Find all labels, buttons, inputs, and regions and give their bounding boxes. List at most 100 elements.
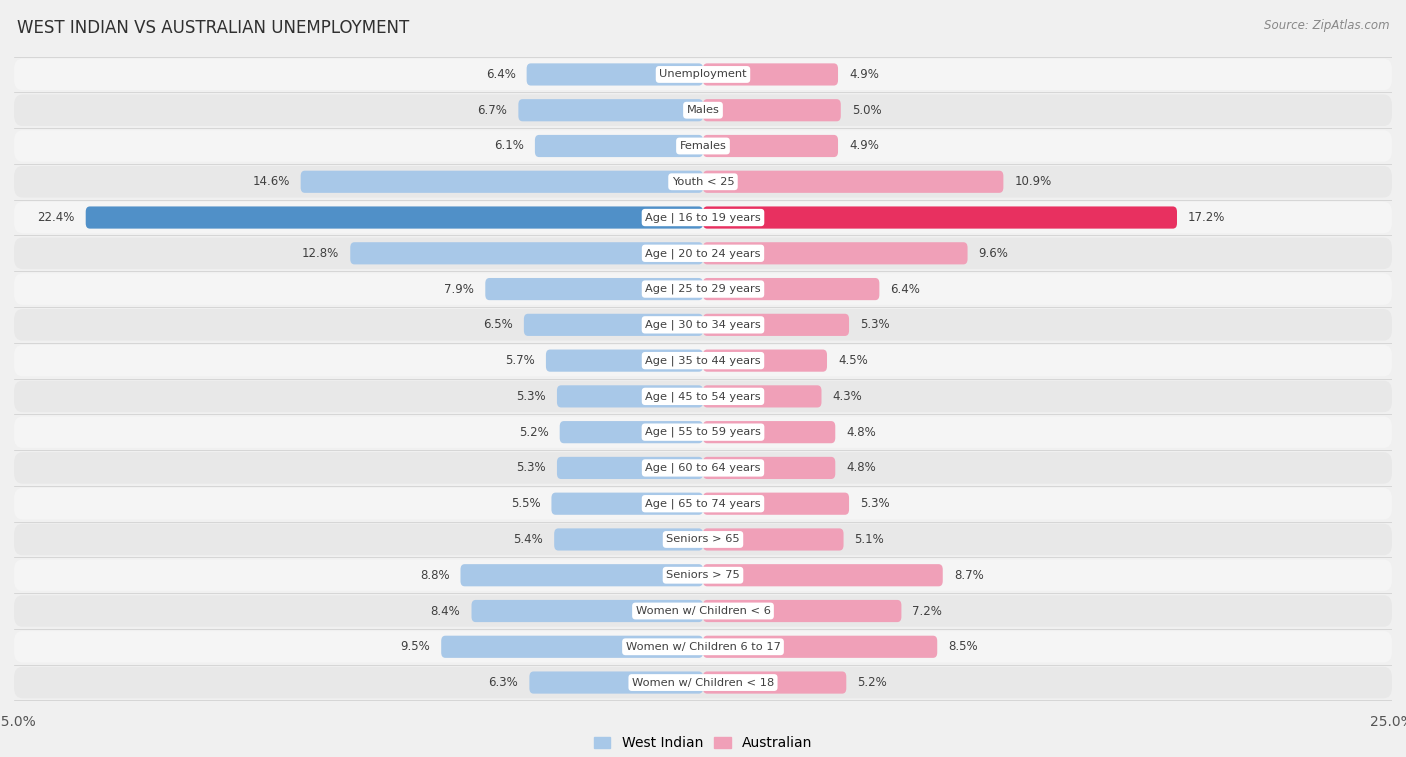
FancyBboxPatch shape [14, 309, 1392, 341]
Text: Age | 45 to 54 years: Age | 45 to 54 years [645, 391, 761, 402]
FancyBboxPatch shape [703, 207, 1177, 229]
Text: Seniors > 75: Seniors > 75 [666, 570, 740, 580]
FancyBboxPatch shape [703, 385, 821, 407]
FancyBboxPatch shape [703, 421, 835, 444]
Text: 5.3%: 5.3% [516, 462, 546, 475]
Text: Age | 25 to 29 years: Age | 25 to 29 years [645, 284, 761, 294]
FancyBboxPatch shape [14, 667, 1392, 698]
FancyBboxPatch shape [530, 671, 703, 693]
FancyBboxPatch shape [703, 170, 1004, 193]
Text: Age | 20 to 24 years: Age | 20 to 24 years [645, 248, 761, 259]
Text: 22.4%: 22.4% [38, 211, 75, 224]
FancyBboxPatch shape [557, 385, 703, 407]
FancyBboxPatch shape [703, 528, 844, 550]
Text: 5.3%: 5.3% [860, 497, 890, 510]
FancyBboxPatch shape [703, 636, 938, 658]
FancyBboxPatch shape [14, 381, 1392, 412]
Text: 7.2%: 7.2% [912, 605, 942, 618]
Text: 10.9%: 10.9% [1014, 176, 1052, 188]
FancyBboxPatch shape [703, 600, 901, 622]
FancyBboxPatch shape [14, 130, 1392, 162]
FancyBboxPatch shape [14, 59, 1392, 90]
Text: Age | 65 to 74 years: Age | 65 to 74 years [645, 498, 761, 509]
FancyBboxPatch shape [546, 350, 703, 372]
FancyBboxPatch shape [350, 242, 703, 264]
Text: Source: ZipAtlas.com: Source: ZipAtlas.com [1264, 19, 1389, 32]
Text: Males: Males [686, 105, 720, 115]
Text: Females: Females [679, 141, 727, 151]
FancyBboxPatch shape [703, 456, 835, 479]
FancyBboxPatch shape [86, 207, 703, 229]
FancyBboxPatch shape [703, 671, 846, 693]
FancyBboxPatch shape [524, 313, 703, 336]
Text: 6.4%: 6.4% [485, 68, 516, 81]
FancyBboxPatch shape [14, 273, 1392, 305]
Text: WEST INDIAN VS AUSTRALIAN UNEMPLOYMENT: WEST INDIAN VS AUSTRALIAN UNEMPLOYMENT [17, 19, 409, 37]
Text: Unemployment: Unemployment [659, 70, 747, 79]
Text: 17.2%: 17.2% [1188, 211, 1226, 224]
FancyBboxPatch shape [703, 64, 838, 86]
FancyBboxPatch shape [703, 350, 827, 372]
FancyBboxPatch shape [703, 135, 838, 157]
Text: 5.3%: 5.3% [860, 319, 890, 332]
Text: 4.5%: 4.5% [838, 354, 868, 367]
Text: Age | 60 to 64 years: Age | 60 to 64 years [645, 463, 761, 473]
FancyBboxPatch shape [14, 524, 1392, 555]
Text: 14.6%: 14.6% [252, 176, 290, 188]
Text: 9.5%: 9.5% [401, 640, 430, 653]
Text: 4.9%: 4.9% [849, 68, 879, 81]
FancyBboxPatch shape [441, 636, 703, 658]
Text: 5.4%: 5.4% [513, 533, 543, 546]
FancyBboxPatch shape [14, 631, 1392, 662]
FancyBboxPatch shape [703, 493, 849, 515]
FancyBboxPatch shape [703, 564, 943, 587]
FancyBboxPatch shape [14, 166, 1392, 198]
Text: 8.4%: 8.4% [430, 605, 461, 618]
FancyBboxPatch shape [527, 64, 703, 86]
FancyBboxPatch shape [301, 170, 703, 193]
Text: Seniors > 65: Seniors > 65 [666, 534, 740, 544]
FancyBboxPatch shape [519, 99, 703, 121]
Text: 8.8%: 8.8% [420, 569, 450, 581]
Text: Women w/ Children < 6: Women w/ Children < 6 [636, 606, 770, 616]
FancyBboxPatch shape [485, 278, 703, 301]
Text: 5.3%: 5.3% [516, 390, 546, 403]
FancyBboxPatch shape [14, 416, 1392, 448]
Text: 5.0%: 5.0% [852, 104, 882, 117]
Text: 6.7%: 6.7% [478, 104, 508, 117]
FancyBboxPatch shape [14, 202, 1392, 233]
Text: 9.6%: 9.6% [979, 247, 1008, 260]
Text: 5.7%: 5.7% [505, 354, 534, 367]
FancyBboxPatch shape [703, 313, 849, 336]
Text: 4.8%: 4.8% [846, 462, 876, 475]
Text: Age | 35 to 44 years: Age | 35 to 44 years [645, 355, 761, 366]
Text: 6.3%: 6.3% [489, 676, 519, 689]
Text: 6.4%: 6.4% [890, 282, 921, 295]
FancyBboxPatch shape [14, 452, 1392, 484]
Text: Age | 55 to 59 years: Age | 55 to 59 years [645, 427, 761, 438]
FancyBboxPatch shape [703, 99, 841, 121]
Text: 12.8%: 12.8% [302, 247, 339, 260]
Text: 6.5%: 6.5% [484, 319, 513, 332]
FancyBboxPatch shape [14, 488, 1392, 519]
Text: 7.9%: 7.9% [444, 282, 474, 295]
Legend: West Indian, Australian: West Indian, Australian [588, 731, 818, 755]
FancyBboxPatch shape [471, 600, 703, 622]
FancyBboxPatch shape [534, 135, 703, 157]
Text: 8.7%: 8.7% [953, 569, 984, 581]
FancyBboxPatch shape [14, 95, 1392, 126]
FancyBboxPatch shape [14, 559, 1392, 591]
Text: 5.1%: 5.1% [855, 533, 884, 546]
Text: Women w/ Children < 18: Women w/ Children < 18 [631, 678, 775, 687]
FancyBboxPatch shape [14, 238, 1392, 269]
Text: 4.8%: 4.8% [846, 425, 876, 438]
FancyBboxPatch shape [554, 528, 703, 550]
FancyBboxPatch shape [14, 595, 1392, 627]
FancyBboxPatch shape [551, 493, 703, 515]
Text: 5.5%: 5.5% [510, 497, 540, 510]
FancyBboxPatch shape [14, 345, 1392, 376]
Text: Age | 30 to 34 years: Age | 30 to 34 years [645, 319, 761, 330]
Text: Youth < 25: Youth < 25 [672, 177, 734, 187]
FancyBboxPatch shape [461, 564, 703, 587]
Text: 6.1%: 6.1% [494, 139, 524, 152]
